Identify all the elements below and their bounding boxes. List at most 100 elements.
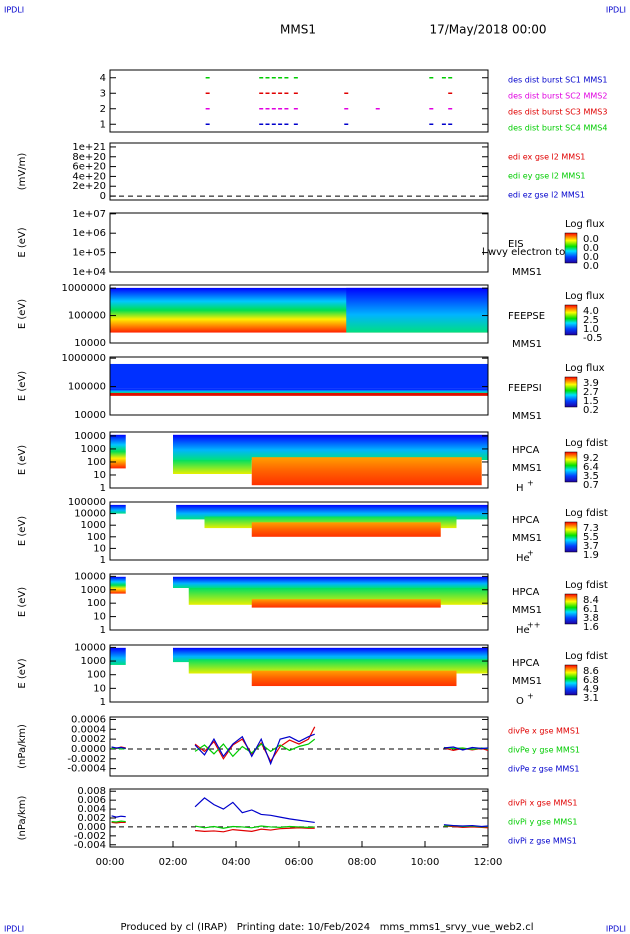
y-axis-label: E (eV) [17,371,28,401]
plot-frame [109,788,489,848]
plot-frame [109,501,489,561]
colorbar-tick-label: 8.6 [583,666,599,677]
y-tick-label: 0.004 [77,804,106,815]
corner-label: IPDLI [4,925,24,934]
colorbar-tick-label: 9.2 [583,453,599,464]
y-tick-label: 4 [100,73,106,84]
burst-mark [448,123,453,125]
x-tick-label: 06:00 [285,857,314,868]
burst-mark [448,108,453,110]
colorbar [564,304,578,336]
burst-mark [375,108,380,110]
y-tick-label: 0.008 [77,786,106,797]
y-axis-label: E (eV) [17,299,28,329]
y-tick-label: 100 [87,457,106,468]
charge-label: + [527,692,534,701]
species-label: He [516,625,530,636]
y-tick-label: -0.002 [74,831,106,842]
burst-mark [429,77,434,79]
colorbar [564,664,578,696]
y-tick-label: 1e+21 [72,142,106,153]
legend-entry: divPe y gse MMS1 [508,746,580,755]
y-tick-label: 3 [100,88,106,99]
plot-frame [109,431,489,489]
spectrogram-image [346,287,488,333]
spectrogram-image [251,522,441,537]
spacecraft-label: MMS1 [512,339,542,350]
y-tick-label: 10000 [74,571,106,582]
colorbar-title: Log fdist [565,508,608,519]
colorbar [564,593,578,625]
burst-mark [259,123,264,125]
burst-mark [293,92,298,94]
spectrogram-image [173,576,488,588]
annotation: l wvy electron to [482,247,565,258]
burst-mark [271,123,276,125]
instrument-label: HPCA [512,445,540,456]
spectrogram-image [110,388,488,393]
y-tick-label: 10 [93,612,106,623]
spectrogram-image [110,647,126,665]
y-tick-label: 0.0006 [71,714,106,725]
colorbar-title: Log fdist [565,438,608,449]
y-tick-label: 1 [100,119,106,130]
y-tick-label: 2 [100,104,106,115]
species-label: H [516,483,524,494]
colorbar-title: Log fdist [565,651,608,662]
species-label: He [516,553,530,564]
spectrogram-image [110,363,488,389]
burst-mark [344,123,349,125]
series-line [111,726,489,763]
y-tick-label: 0.000 [77,822,106,833]
y-tick-label: 0.002 [77,813,106,824]
date: 17/May/2018 00:00 [429,23,546,37]
colorbar [564,521,578,553]
plot-frame [109,356,489,416]
colorbar [564,232,578,264]
legend-entry: divPi x gse MMS1 [508,799,577,808]
burst-mark [271,77,276,79]
plot-frame [109,284,489,344]
legend-entry: des dist burst SC4 MMS4 [508,124,607,133]
x-tick-label: 04:00 [222,857,251,868]
colorbar-tick-label: 3.9 [583,378,599,389]
y-tick-label: 10 [93,683,106,694]
burst-mark [429,108,434,110]
instrument-label: EIS [508,239,524,250]
colorbar-tick-label: 0.2 [583,405,599,416]
plot-frame [109,644,489,703]
y-tick-label: 1 [100,483,106,494]
burst-mark [265,92,270,94]
burst-mark [278,123,283,125]
y-axis-label: E (eV) [17,227,28,257]
footer: Produced by cl (IRAP) Printing date: 10/… [120,922,533,933]
y-tick-label: 0.0004 [71,724,106,735]
spectrogram-image [188,659,488,674]
y-tick-label: 4e+20 [72,171,106,182]
legend-entry: edi ey gse l2 MMS1 [508,172,586,181]
y-tick-label: 1000 [81,520,106,531]
burst-mark [265,77,270,79]
title: MMS1 [280,23,316,37]
y-tick-label: 0 [100,191,106,202]
burst-mark [259,77,264,79]
charge-label: + [527,479,534,488]
y-axis-label: (nPa/km) [17,724,28,769]
y-tick-label: 10000 [74,338,106,349]
burst-mark [278,108,283,110]
y-tick-label: 8e+20 [72,152,106,163]
instrument-label: HPCA [512,515,540,526]
y-tick-label: 0.006 [77,795,106,806]
colorbar-tick-label: 0.0 [583,252,599,263]
burst-mark [448,77,453,79]
legend-entry: edi ex gse l2 MMS1 [508,153,585,162]
y-tick-label: 1 [100,555,106,566]
y-tick-label: 100 [87,670,106,681]
y-tick-label: 1 [100,697,106,708]
corner-label: IPDLI [606,925,626,934]
burst-mark [344,92,349,94]
legend-entry: des dist burst SC1 MMS1 [508,76,607,85]
burst-mark [441,77,446,79]
y-tick-label: 10000 [74,410,106,421]
